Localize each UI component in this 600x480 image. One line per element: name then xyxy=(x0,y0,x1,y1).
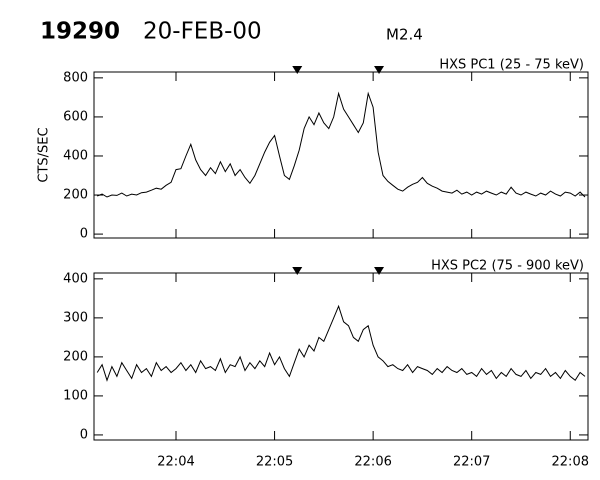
y-tick-label: 200 xyxy=(63,349,88,364)
data-line xyxy=(96,304,586,382)
panel-label: HXS PC1 (25 - 75 keV) xyxy=(439,58,584,73)
y-axis-label: CTS/SEC xyxy=(37,127,52,182)
event-date: 20-FEB-00 xyxy=(143,19,262,45)
time-marker xyxy=(292,66,303,74)
y-tick-label: 400 xyxy=(63,271,88,286)
time-marker xyxy=(374,267,385,275)
x-tick-label: 22:05 xyxy=(256,455,293,470)
panel-label: HXS PC2 (75 - 900 keV) xyxy=(431,259,584,274)
x-tick-label: 22:07 xyxy=(453,455,490,470)
plot-frame xyxy=(93,71,589,239)
data-line xyxy=(97,91,586,198)
time-marker xyxy=(374,66,385,74)
y-tick-label: 200 xyxy=(63,188,88,203)
y-tick-label: 400 xyxy=(63,148,88,163)
x-tick-label: 22:04 xyxy=(157,455,194,470)
y-tick-label: 300 xyxy=(63,310,88,325)
y-tick-label: 100 xyxy=(63,388,88,403)
y-tick-label: 0 xyxy=(80,227,88,242)
y-tick-label: 800 xyxy=(63,70,88,85)
x-tick-label: 22:06 xyxy=(354,455,391,470)
y-tick-label: 600 xyxy=(63,109,88,124)
plot-frame xyxy=(93,272,589,441)
event-id: 19290 xyxy=(40,19,120,45)
x-tick-label: 22:08 xyxy=(552,455,589,470)
y-tick-label: 0 xyxy=(80,427,88,442)
flare-class: M2.4 xyxy=(386,26,423,44)
time-marker xyxy=(292,267,303,275)
